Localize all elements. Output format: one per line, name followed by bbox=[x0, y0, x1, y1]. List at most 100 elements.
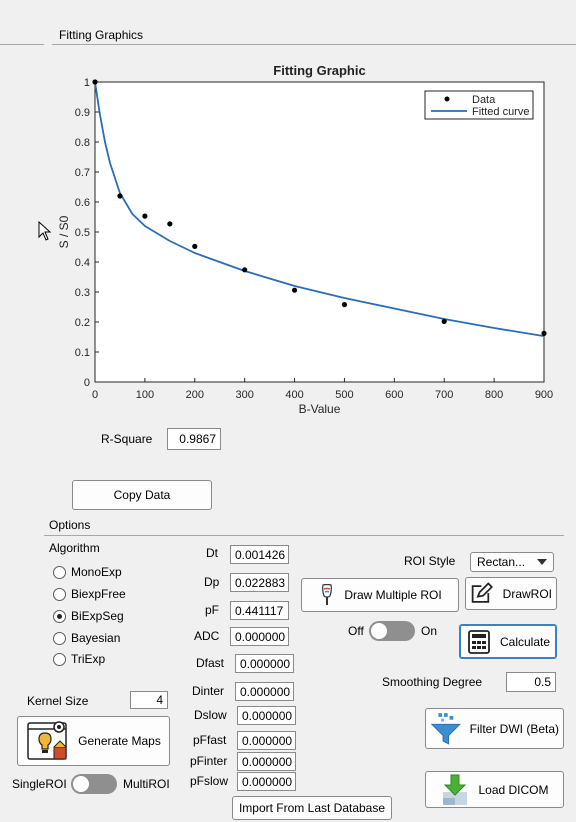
data-point bbox=[92, 79, 98, 85]
roi-onoff-switch[interactable] bbox=[369, 621, 415, 641]
param-label-pf: pF bbox=[205, 603, 220, 617]
data-point bbox=[117, 193, 123, 199]
draw-multiple-roi-button[interactable]: Draw Multiple ROI bbox=[301, 578, 459, 612]
generate-maps-button[interactable]: Generate Maps bbox=[17, 716, 170, 766]
x-tick-label: 300 bbox=[235, 389, 253, 401]
radio-label: Bayesian bbox=[71, 631, 121, 645]
data-point bbox=[291, 287, 298, 293]
switch-knob bbox=[73, 776, 89, 792]
y-tick-label: 0.6 bbox=[75, 197, 90, 209]
param-field-pf[interactable]: 0.441117 bbox=[230, 601, 289, 620]
legend-data-marker bbox=[444, 96, 450, 102]
chevron-down-icon bbox=[537, 559, 547, 565]
x-tick-label: 100 bbox=[136, 389, 154, 401]
roi-style-select[interactable]: Rectan... bbox=[470, 552, 554, 572]
download-arrow-icon bbox=[443, 774, 468, 805]
legend-entry-data: Data bbox=[472, 94, 496, 106]
radio-label: MonoExp bbox=[71, 565, 122, 579]
param-field-dt[interactable]: 0.001426 bbox=[230, 545, 289, 564]
calculate-button[interactable]: Calculate bbox=[459, 624, 557, 659]
param-label-pffast: pFfast bbox=[193, 733, 227, 747]
smoothing-label: Smoothing Degree bbox=[382, 675, 483, 689]
param-field-pfinter[interactable]: 0.000000 bbox=[237, 752, 296, 771]
y-tick-label: 0.1 bbox=[75, 347, 90, 359]
y-tick-label: 0.2 bbox=[75, 317, 90, 329]
filter-dwi-label: Filter DWI (Beta) bbox=[469, 721, 559, 736]
x-axis-label: B-Value bbox=[299, 402, 341, 416]
calculator-icon bbox=[468, 629, 490, 654]
panel-divider-top bbox=[52, 44, 576, 45]
rsquare-field[interactable]: 0.9867 bbox=[167, 428, 221, 450]
radio-label: BiexpFree bbox=[71, 587, 126, 601]
load-dicom-button[interactable]: Load DICOM bbox=[425, 771, 564, 808]
generate-maps-label: Generate Maps bbox=[78, 734, 161, 748]
filter-dwi-button[interactable]: Filter DWI (Beta) bbox=[425, 708, 564, 749]
import-last-database-button[interactable]: Import From Last Database bbox=[232, 796, 392, 820]
radio-monoexp[interactable]: MonoExp bbox=[53, 565, 122, 579]
mouse-cursor-icon bbox=[38, 221, 52, 241]
param-field-pfslow[interactable]: 0.000000 bbox=[237, 772, 296, 791]
draw-roi-button[interactable]: DrawROI bbox=[465, 577, 557, 610]
multi-roi-label: MultiROI bbox=[123, 777, 170, 791]
radio-circle[interactable] bbox=[53, 565, 66, 579]
param-field-dp[interactable]: 0.022883 bbox=[230, 573, 289, 592]
radio-triexp[interactable]: TriExp bbox=[53, 652, 105, 666]
data-point bbox=[167, 221, 173, 227]
param-field-dinter[interactable]: 0.000000 bbox=[235, 682, 294, 701]
kernel-size-label: Kernel Size bbox=[27, 694, 89, 708]
param-label-adc: ADC bbox=[194, 629, 220, 643]
lightbulb-gear-icon bbox=[27, 721, 67, 760]
param-field-pffast[interactable]: 0.000000 bbox=[237, 731, 296, 750]
param-label-dinter: Dinter bbox=[192, 684, 225, 698]
x-tick-label: 200 bbox=[186, 389, 204, 401]
param-field-dslow[interactable]: 0.000000 bbox=[237, 706, 296, 725]
y-tick-label: 1 bbox=[84, 77, 90, 89]
radio-biexpseg[interactable]: BiExpSeg bbox=[53, 609, 124, 623]
paint-brush-icon bbox=[322, 584, 333, 605]
radio-biexpfree[interactable]: BiexpFree bbox=[53, 587, 126, 601]
radio-circle-selected[interactable] bbox=[53, 609, 66, 623]
switch-knob bbox=[371, 623, 387, 639]
roi-mode-switch[interactable] bbox=[71, 774, 117, 794]
options-title: Options bbox=[49, 518, 91, 532]
toggle-off-label: Off bbox=[348, 624, 364, 638]
chart-title: Fitting Graphic bbox=[273, 63, 365, 78]
draw-roi-label: DrawROI bbox=[502, 586, 552, 601]
radio-label: TriExp bbox=[71, 652, 106, 666]
x-tick-label: 700 bbox=[435, 389, 453, 401]
roi-style-label: ROI Style bbox=[404, 554, 456, 568]
panel-divider-left bbox=[0, 44, 44, 45]
param-field-adc[interactable]: 0.000000 bbox=[230, 627, 289, 646]
x-tick-label: 900 bbox=[535, 389, 553, 401]
data-point bbox=[142, 213, 148, 219]
y-tick-label: 0.4 bbox=[75, 257, 90, 269]
copy-data-button[interactable]: Copy Data bbox=[72, 480, 212, 510]
data-point bbox=[541, 330, 547, 336]
radio-label: BiExpSeg bbox=[71, 609, 124, 623]
param-label-dt: Dt bbox=[206, 546, 218, 560]
algorithm-label: Algorithm bbox=[49, 541, 100, 555]
toggle-on-label: On bbox=[421, 624, 438, 638]
param-label-pfinter: pFinter bbox=[190, 754, 228, 768]
radio-circle[interactable] bbox=[53, 652, 66, 666]
x-tick-label: 0 bbox=[92, 389, 98, 401]
edit-pencil-icon bbox=[471, 581, 493, 603]
radio-bayesian[interactable]: Bayesian bbox=[53, 631, 120, 645]
options-divider bbox=[44, 535, 564, 536]
radio-circle[interactable] bbox=[53, 587, 66, 601]
kernel-size-field[interactable]: 4 bbox=[130, 691, 168, 709]
radio-circle[interactable] bbox=[53, 631, 66, 645]
x-tick-label: 400 bbox=[285, 389, 303, 401]
x-tick-label: 500 bbox=[335, 389, 353, 401]
single-roi-label: SingleROI bbox=[12, 777, 67, 791]
param-label-pfslow: pFslow bbox=[190, 774, 229, 788]
y-axis-label: S / S0 bbox=[57, 215, 71, 248]
draw-multiple-roi-label: Draw Multiple ROI bbox=[344, 588, 442, 602]
y-tick-label: 0.8 bbox=[75, 137, 90, 149]
y-tick-label: 0.7 bbox=[75, 167, 90, 179]
data-point bbox=[441, 318, 447, 324]
smoothing-field[interactable]: 0.5 bbox=[506, 672, 556, 692]
legend-box bbox=[424, 90, 534, 120]
param-field-dfast[interactable]: 0.000000 bbox=[235, 654, 294, 673]
legend-entry-fit: Fitted curve bbox=[472, 106, 529, 118]
